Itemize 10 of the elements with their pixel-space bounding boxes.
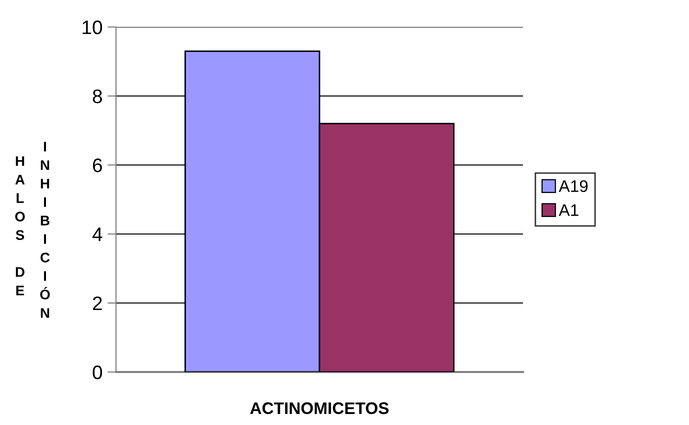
text: HALOS DE INHIBICIÓN — [15, 142, 50, 318]
legend-label: A1 — [558, 204, 578, 216]
y-tick-label: 0 — [92, 365, 102, 380]
x-axis-title: ACTINOMICETOS — [250, 402, 389, 414]
y-tick-label: 2 — [92, 296, 102, 310]
y-tick-label: 10 — [82, 20, 102, 34]
y-tick-label: 4 — [92, 228, 102, 242]
y-tick-label: 8 — [92, 89, 102, 104]
y-tick-label: 6 — [92, 158, 102, 172]
legend-label: A19 — [558, 180, 588, 192]
